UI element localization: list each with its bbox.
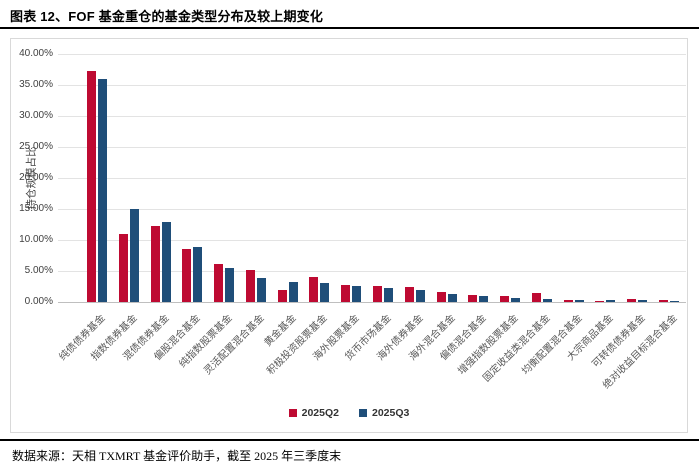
legend-item-2025q2: 2025Q2 (288, 407, 339, 419)
bar-2025Q2 (341, 285, 350, 302)
gridline (58, 178, 686, 179)
legend-item-2025q3: 2025Q3 (359, 407, 409, 419)
y-tick-label: 40.00% (19, 48, 53, 59)
bar-2025Q3 (575, 300, 584, 302)
bar-2025Q2 (246, 270, 255, 302)
bar-2025Q2 (278, 290, 287, 302)
legend-label-q2: 2025Q2 (301, 407, 339, 419)
bar-2025Q3 (511, 298, 520, 302)
bar-2025Q3 (606, 300, 615, 302)
bar-2025Q3 (162, 222, 171, 302)
bar-2025Q2 (627, 299, 636, 302)
bar-2025Q2 (309, 277, 318, 302)
y-tick-label: 25.00% (19, 141, 53, 152)
gridline (58, 116, 686, 117)
bar-2025Q3 (448, 294, 457, 302)
bar-2025Q3 (638, 300, 647, 302)
y-tick-label: 5.00% (24, 265, 53, 276)
gridline (58, 240, 686, 241)
bar-2025Q3 (98, 79, 107, 302)
bar-2025Q2 (119, 234, 128, 302)
gridline (58, 147, 686, 148)
bar-2025Q3 (320, 283, 329, 302)
y-tick-label: 35.00% (19, 79, 53, 90)
bar-2025Q2 (151, 226, 160, 302)
bar-2025Q3 (479, 296, 488, 302)
title-rule (0, 27, 699, 29)
bar-2025Q2 (659, 300, 668, 302)
bar-2025Q3 (670, 301, 679, 302)
gridline (58, 209, 686, 210)
bar-2025Q2 (468, 295, 477, 302)
bar-2025Q3 (225, 268, 234, 302)
chart-box: 持仓规模占比 2025Q2 2025Q3 40.00% 35.00% 30.00% 2… (10, 38, 688, 433)
y-tick-label: 15.00% (19, 203, 53, 214)
bar-2025Q2 (405, 287, 414, 302)
bar-2025Q2 (532, 293, 541, 302)
bar-2025Q3 (289, 282, 298, 302)
source-text: 数据来源：天相 TXMRT 基金评价助手，截至 2025 年三季度末 (12, 449, 342, 463)
bar-2025Q2 (182, 249, 191, 302)
gridline (58, 54, 686, 55)
y-tick-label: 0.00% (24, 296, 53, 307)
bar-2025Q2 (500, 296, 509, 302)
bar-2025Q3 (130, 209, 139, 302)
y-tick-label: 30.00% (19, 110, 53, 121)
bar-2025Q3 (352, 286, 361, 302)
bar-2025Q3 (416, 290, 425, 302)
x-axis-label: 绝对收益目标混合基金 (549, 309, 679, 391)
bar-2025Q2 (437, 292, 446, 302)
bar-2025Q2 (595, 301, 604, 302)
bar-2025Q2 (214, 264, 223, 302)
legend: 2025Q2 2025Q3 (11, 407, 687, 419)
gridline (58, 85, 686, 86)
legend-swatch-q3 (359, 409, 367, 417)
bar-2025Q2 (373, 286, 382, 302)
footer-rule (0, 439, 699, 441)
y-tick-label: 10.00% (19, 234, 53, 245)
x-axis-line (58, 302, 686, 303)
y-tick-label: 20.00% (19, 172, 53, 183)
bar-2025Q3 (384, 288, 393, 302)
bar-2025Q2 (564, 300, 573, 302)
gridline (58, 271, 686, 272)
plot-area: 持仓规模占比 2025Q2 2025Q3 40.00% 35.00% 30.00% 2… (11, 39, 687, 432)
bar-2025Q2 (87, 71, 96, 302)
bar-2025Q3 (193, 247, 202, 302)
legend-label-q3: 2025Q3 (372, 407, 410, 419)
legend-swatch-q2 (288, 409, 297, 417)
bar-2025Q3 (543, 299, 552, 302)
bar-2025Q3 (257, 278, 266, 302)
page-title: 图表 12、FOF 基金重仓的基金类型分布及较上期变化 (10, 9, 324, 24)
